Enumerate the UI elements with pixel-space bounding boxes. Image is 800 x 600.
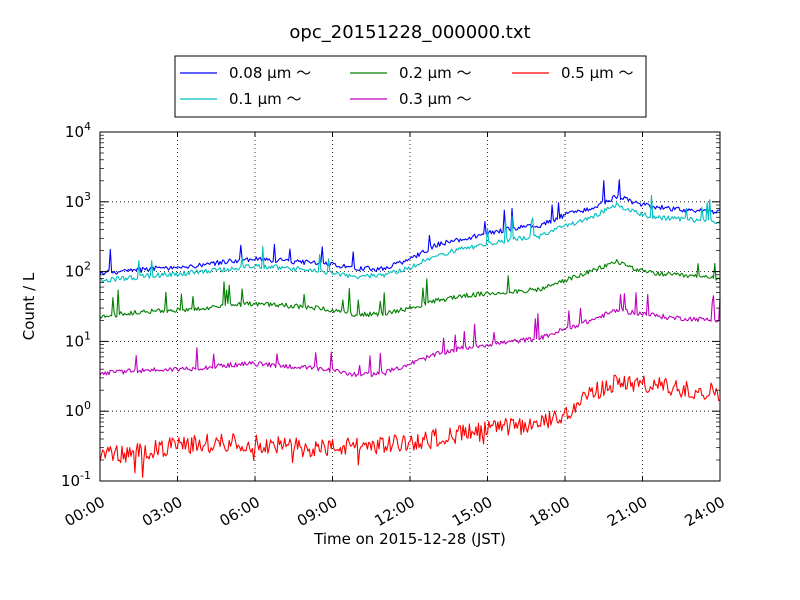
x-tick-label: 15:00: [449, 493, 495, 530]
x-tick-label: 12:00: [372, 493, 418, 530]
series-lines: [99, 179, 721, 478]
legend-label: 0.1 μm ～: [229, 90, 302, 108]
y-tick-label: 104: [65, 120, 91, 141]
y-tick-label: 10-1: [61, 469, 91, 490]
x-tick-label: 09:00: [294, 493, 340, 530]
x-axis-label: Time on 2015-12-28 (JST): [313, 530, 506, 548]
x-tick-label: 21:00: [604, 493, 650, 530]
y-tick-label: 100: [65, 399, 91, 420]
series-line: [99, 179, 721, 276]
ticks: [99, 131, 721, 482]
legend-label: 0.5 μm ～: [561, 64, 634, 82]
x-tick-label: 06:00: [217, 493, 263, 530]
y-tick-label: 103: [65, 190, 91, 211]
legend: 0.08 μm ～ 0.1 μm ～ 0.2 μm ～ 0.3 μm ～ 0.5 μm …: [174, 55, 647, 118]
series-line: [99, 259, 721, 319]
x-tick-label: 24:00: [682, 493, 728, 530]
y-tick-label: 102: [65, 260, 91, 281]
x-tick-label: 18:00: [527, 493, 573, 530]
chart-title: opc_20151228_000000.txt: [289, 22, 530, 43]
legend-label: 0.08 μm ～: [229, 64, 311, 82]
series-line: [99, 292, 721, 378]
x-tick-labels: 00:00 03:00 06:00 09:00 12:00 15:00 18:00 21:00…: [62, 493, 728, 530]
legend-box: [174, 55, 647, 118]
x-tick-label: 03:00: [139, 493, 185, 530]
grid: [100, 132, 720, 481]
series-line: [99, 374, 721, 478]
x-tick-label: 00:00: [62, 493, 108, 530]
legend-label: 0.2 μm ～: [399, 64, 472, 82]
legend-label: 0.3 μm ～: [399, 90, 472, 108]
y-tick-labels: 10-1 100 101 102 103 104: [61, 120, 91, 490]
y-axis-label: Count / L: [20, 272, 38, 340]
series-line: [100, 194, 721, 283]
y-tick-label: 101: [65, 329, 91, 350]
